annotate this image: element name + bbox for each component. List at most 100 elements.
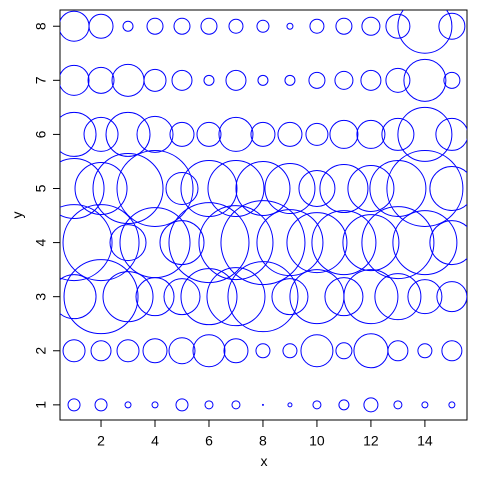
bubble bbox=[257, 74, 269, 86]
bubble bbox=[286, 22, 294, 30]
bubble bbox=[196, 121, 222, 147]
bubble bbox=[256, 19, 270, 33]
bubble bbox=[255, 343, 271, 359]
bubble bbox=[94, 398, 108, 412]
bubble bbox=[334, 70, 354, 90]
bubble bbox=[218, 116, 254, 152]
bubble bbox=[329, 119, 359, 149]
bubble bbox=[204, 400, 214, 410]
bubble bbox=[264, 162, 316, 214]
bubble bbox=[387, 340, 409, 362]
bubble bbox=[119, 207, 191, 279]
bubble bbox=[109, 224, 147, 262]
bubble bbox=[116, 149, 194, 227]
bubble bbox=[403, 58, 447, 102]
bubble bbox=[207, 159, 265, 217]
bubble bbox=[347, 164, 395, 212]
x-tick-label: 4 bbox=[151, 433, 159, 449]
bubble bbox=[206, 267, 266, 327]
y-axis-label: y bbox=[9, 212, 25, 219]
bubble bbox=[435, 117, 467, 151]
y-tick-label: 3 bbox=[33, 293, 49, 301]
bubble bbox=[111, 63, 145, 97]
bubble bbox=[282, 343, 298, 359]
bubble bbox=[369, 159, 427, 217]
bubble bbox=[360, 69, 382, 91]
bubble bbox=[173, 17, 191, 35]
bubble bbox=[60, 64, 90, 96]
bubble bbox=[441, 340, 463, 362]
bubble bbox=[342, 214, 400, 272]
bubble bbox=[203, 74, 215, 86]
bubble bbox=[227, 261, 299, 333]
bubble bbox=[159, 220, 205, 266]
y-tick-label: 4 bbox=[33, 238, 49, 246]
bubble bbox=[436, 281, 467, 313]
points bbox=[60, 10, 467, 413]
bubble bbox=[421, 401, 429, 409]
bubble bbox=[308, 71, 326, 89]
bubble bbox=[163, 278, 201, 316]
bubble bbox=[60, 158, 105, 219]
bubble bbox=[67, 398, 81, 412]
bubble bbox=[200, 17, 218, 35]
bubble bbox=[429, 166, 467, 211]
bubble bbox=[429, 220, 467, 266]
bubble bbox=[142, 338, 168, 364]
bubble bbox=[393, 400, 403, 410]
bubble bbox=[88, 13, 114, 39]
bubble bbox=[235, 160, 291, 216]
bubble bbox=[324, 277, 364, 317]
bubble bbox=[135, 277, 175, 317]
bubble bbox=[374, 273, 422, 321]
bubble bbox=[287, 402, 293, 408]
bubble bbox=[168, 202, 250, 284]
bubble bbox=[60, 111, 97, 157]
y-tick-label: 5 bbox=[33, 184, 49, 192]
bubble bbox=[312, 400, 322, 410]
bubble bbox=[335, 342, 353, 360]
bubble bbox=[180, 159, 238, 217]
bubble bbox=[286, 212, 348, 274]
bubble bbox=[63, 259, 139, 335]
bubble bbox=[261, 403, 264, 406]
bubble bbox=[397, 10, 453, 54]
bubble bbox=[311, 210, 377, 276]
bubble bbox=[228, 18, 244, 34]
x-tick-label: 6 bbox=[205, 433, 213, 449]
bubble bbox=[353, 333, 389, 369]
y-tick-label: 2 bbox=[33, 347, 49, 355]
bubble bbox=[407, 279, 443, 315]
bubble bbox=[87, 66, 115, 94]
bubble bbox=[220, 200, 306, 286]
bubble bbox=[83, 116, 119, 152]
bubble bbox=[151, 401, 159, 409]
x-tick-label: 8 bbox=[259, 433, 267, 449]
x-tick-label: 2 bbox=[97, 433, 105, 449]
bubble bbox=[256, 209, 324, 277]
bubble bbox=[343, 269, 399, 325]
bubble bbox=[146, 17, 164, 35]
x-tick-label: 12 bbox=[363, 433, 379, 449]
bubble bbox=[225, 69, 247, 91]
bubble bbox=[171, 69, 193, 91]
bubble bbox=[305, 122, 329, 146]
bubble bbox=[363, 397, 379, 413]
bubble bbox=[443, 71, 461, 89]
bubble bbox=[165, 171, 199, 205]
bubble bbox=[198, 205, 274, 281]
bubble bbox=[143, 68, 167, 92]
bubble bbox=[397, 106, 453, 162]
bubble bbox=[335, 17, 353, 35]
bubble bbox=[92, 152, 164, 224]
bubble bbox=[385, 67, 411, 93]
y-tick-label: 6 bbox=[33, 130, 49, 138]
bubble bbox=[250, 121, 276, 147]
x-axis-label: x bbox=[261, 453, 268, 469]
bubble bbox=[102, 271, 154, 323]
bubble bbox=[438, 12, 466, 40]
bubble bbox=[361, 206, 435, 280]
bubble bbox=[74, 161, 128, 215]
bubble bbox=[180, 268, 238, 326]
